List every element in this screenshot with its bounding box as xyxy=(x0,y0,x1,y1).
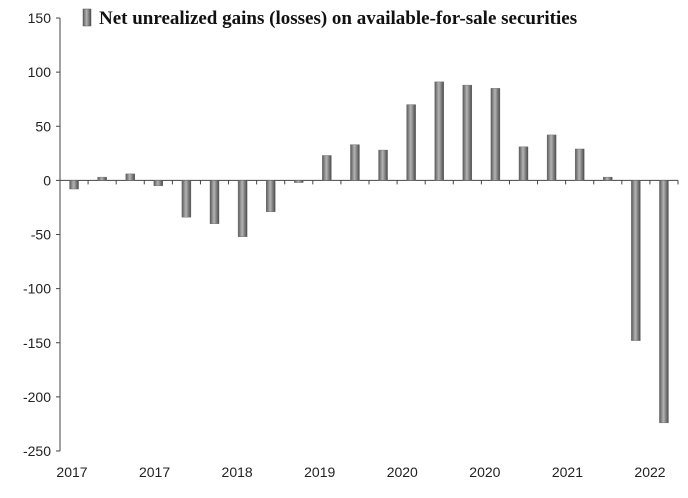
bar xyxy=(350,144,360,181)
bar xyxy=(631,180,641,341)
bar xyxy=(518,146,529,181)
y-tick-label: 150 xyxy=(28,10,52,26)
y-axis: 150 100 50 0 -50 -100 -150 -200 -250 xyxy=(23,10,61,459)
y-tick-label: -150 xyxy=(23,335,51,351)
bar xyxy=(125,173,135,181)
bar xyxy=(546,134,557,181)
bar xyxy=(181,180,192,218)
bar xyxy=(69,180,79,190)
bar-series xyxy=(69,81,669,424)
x-tick-label: 2018 xyxy=(222,464,253,480)
y-tick-label: 50 xyxy=(35,118,51,134)
bar xyxy=(237,180,248,237)
bar xyxy=(97,176,107,181)
x-tick-label: 2022 xyxy=(634,464,665,480)
bar xyxy=(659,180,669,424)
legend-swatch xyxy=(82,8,92,27)
bar xyxy=(322,155,332,181)
bar xyxy=(294,180,304,183)
x-tick-label: 2021 xyxy=(552,464,583,480)
y-tick-label: -50 xyxy=(31,227,51,243)
bar xyxy=(265,180,276,212)
bar xyxy=(434,81,444,181)
y-tick-label: 100 xyxy=(28,64,52,80)
bar xyxy=(153,180,164,186)
bar xyxy=(490,88,501,181)
x-tick-label: 2020 xyxy=(469,464,500,480)
legend-label: Net unrealized gains (losses) on availab… xyxy=(99,8,577,29)
y-tick-label: -200 xyxy=(23,389,51,405)
x-tick-label: 2020 xyxy=(387,464,418,480)
y-tick-label: -250 xyxy=(23,443,51,459)
x-tick-label: 2017 xyxy=(139,464,170,480)
bar xyxy=(378,149,388,181)
x-axis: 2017 2017 2018 2019 2020 2020 2021 2022 xyxy=(56,179,679,480)
bar xyxy=(574,148,585,181)
legend: Net unrealized gains (losses) on availab… xyxy=(82,8,577,29)
x-tick-label: 2017 xyxy=(56,464,87,480)
bar xyxy=(603,176,613,181)
y-tick-label: 0 xyxy=(43,172,51,188)
y-tick-label: -100 xyxy=(23,281,51,297)
x-tick-label: 2019 xyxy=(304,464,335,480)
bar xyxy=(406,104,416,181)
bar xyxy=(209,180,220,224)
bar xyxy=(462,84,473,181)
